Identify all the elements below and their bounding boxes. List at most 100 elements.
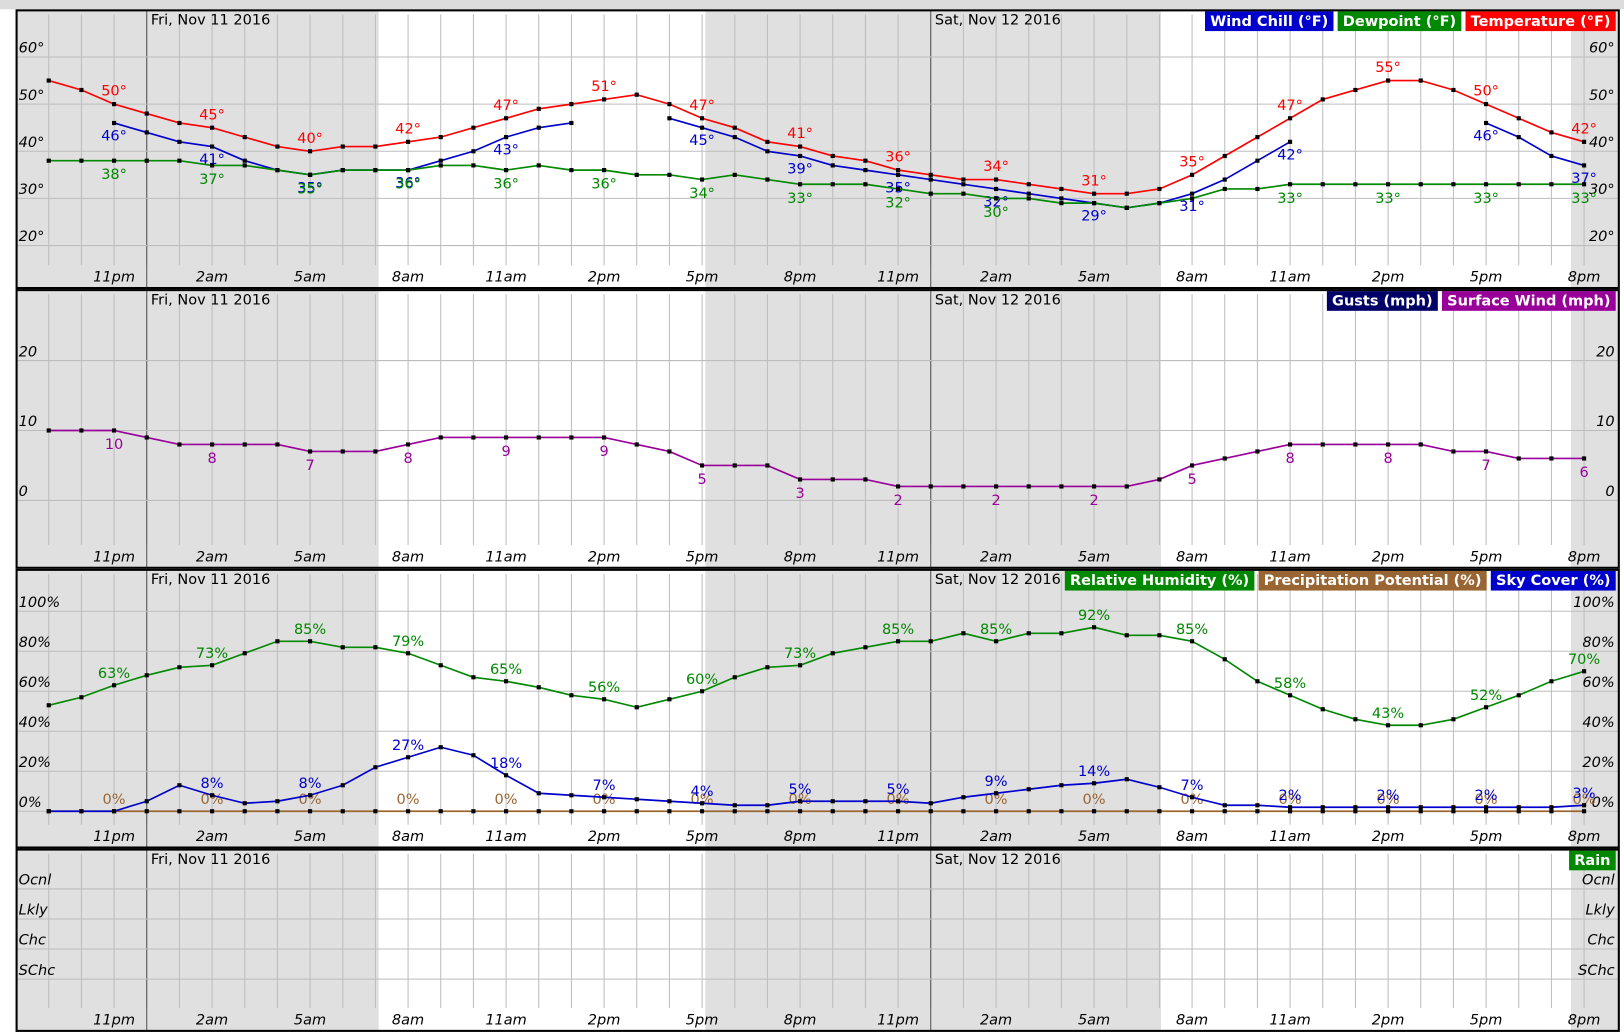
x-tick-label: 11am <box>1269 829 1310 845</box>
data-point <box>1516 805 1521 810</box>
value-label: 0% <box>103 792 126 808</box>
data-point <box>406 139 411 144</box>
x-tick-label: 5pm <box>1470 1013 1503 1029</box>
data-point <box>177 783 182 788</box>
y-category-label: Ocnl <box>19 873 52 889</box>
value-label: 43° <box>493 143 519 159</box>
data-point <box>210 442 215 447</box>
value-label: 85% <box>882 622 914 638</box>
data-point <box>1484 182 1489 187</box>
data-point <box>275 442 280 447</box>
night-shade <box>705 10 1162 289</box>
y-category-label: Lkly <box>19 903 49 919</box>
value-label: 45° <box>689 133 715 149</box>
data-point <box>798 144 803 149</box>
value-label: 55° <box>1375 60 1401 76</box>
data-point <box>112 428 117 433</box>
day-label: Sat, Nov 12 2016 <box>935 852 1061 868</box>
data-point <box>830 477 835 482</box>
data-point <box>210 809 215 814</box>
value-label: 0% <box>593 792 616 808</box>
data-point <box>1255 186 1260 192</box>
value-label: 46° <box>1473 128 1499 144</box>
data-point <box>1026 191 1031 196</box>
data-point <box>79 695 84 700</box>
x-tick-label: 5pm <box>686 549 719 565</box>
data-point <box>1026 787 1031 792</box>
data-point <box>928 801 933 806</box>
value-label: 47° <box>493 98 519 114</box>
data-point <box>1059 631 1064 636</box>
value-label: 37° <box>1571 171 1597 187</box>
data-point <box>1353 717 1358 722</box>
data-point <box>1353 87 1358 93</box>
data-point <box>863 158 868 163</box>
data-point <box>504 435 509 440</box>
data-point <box>1516 135 1521 140</box>
value-label: 50° <box>1473 84 1499 100</box>
data-point <box>471 809 476 814</box>
x-tick-label: 2pm <box>1372 549 1405 565</box>
data-point <box>340 144 345 149</box>
data-point <box>765 149 770 154</box>
value-label: 36° <box>885 150 911 166</box>
x-tick-label: 2am <box>196 549 228 565</box>
data-point <box>1582 669 1587 674</box>
data-point <box>1059 201 1064 206</box>
data-point <box>765 177 770 182</box>
legend-swatch <box>1465 11 1616 32</box>
data-point <box>242 801 247 806</box>
data-point <box>144 809 149 814</box>
data-point <box>1386 182 1391 187</box>
data-point <box>438 158 443 163</box>
legend-swatch <box>1326 291 1438 311</box>
data-point <box>1418 809 1423 814</box>
data-point <box>1157 186 1162 192</box>
data-point <box>994 791 999 796</box>
data-point <box>242 135 247 140</box>
data-point <box>438 663 443 668</box>
data-point <box>961 631 966 636</box>
data-point <box>536 685 541 690</box>
value-label: 0% <box>1573 792 1596 808</box>
data-point <box>1582 139 1587 144</box>
data-point <box>177 809 182 814</box>
data-point <box>1582 456 1587 461</box>
data-point <box>177 442 182 447</box>
data-point <box>1386 809 1391 814</box>
value-label: 27% <box>392 738 424 754</box>
data-point <box>667 102 672 107</box>
data-point <box>1255 135 1260 140</box>
value-label: 60% <box>686 672 718 688</box>
data-point <box>79 158 84 163</box>
data-point <box>602 809 607 814</box>
data-point <box>1092 781 1097 786</box>
data-point <box>1092 201 1097 206</box>
data-point <box>1418 805 1423 810</box>
value-label: 9% <box>985 774 1008 790</box>
data-point <box>1157 477 1162 482</box>
data-point <box>1288 809 1293 814</box>
value-label: 40° <box>297 131 323 147</box>
data-point <box>1124 633 1129 638</box>
data-point <box>1255 449 1260 454</box>
data-point <box>373 168 378 173</box>
legend-label: Dewpoint (°F) <box>1343 14 1456 30</box>
y-tick-label-right: 50° <box>1589 88 1615 104</box>
x-tick-label: 11am <box>1269 270 1310 286</box>
value-label: 85% <box>294 622 326 638</box>
data-point <box>438 135 443 140</box>
value-label: 65% <box>490 662 522 678</box>
data-point <box>896 186 901 192</box>
data-point <box>1320 182 1325 187</box>
data-point <box>569 120 574 126</box>
data-point <box>765 463 770 468</box>
data-point <box>667 799 672 804</box>
data-point <box>471 435 476 440</box>
panel-frame <box>15 848 1620 1032</box>
x-tick-label: 5am <box>294 270 326 286</box>
legend-label: Surface Wind (mph) <box>1447 294 1610 310</box>
value-label: 5% <box>789 782 812 798</box>
data-point <box>242 442 247 447</box>
